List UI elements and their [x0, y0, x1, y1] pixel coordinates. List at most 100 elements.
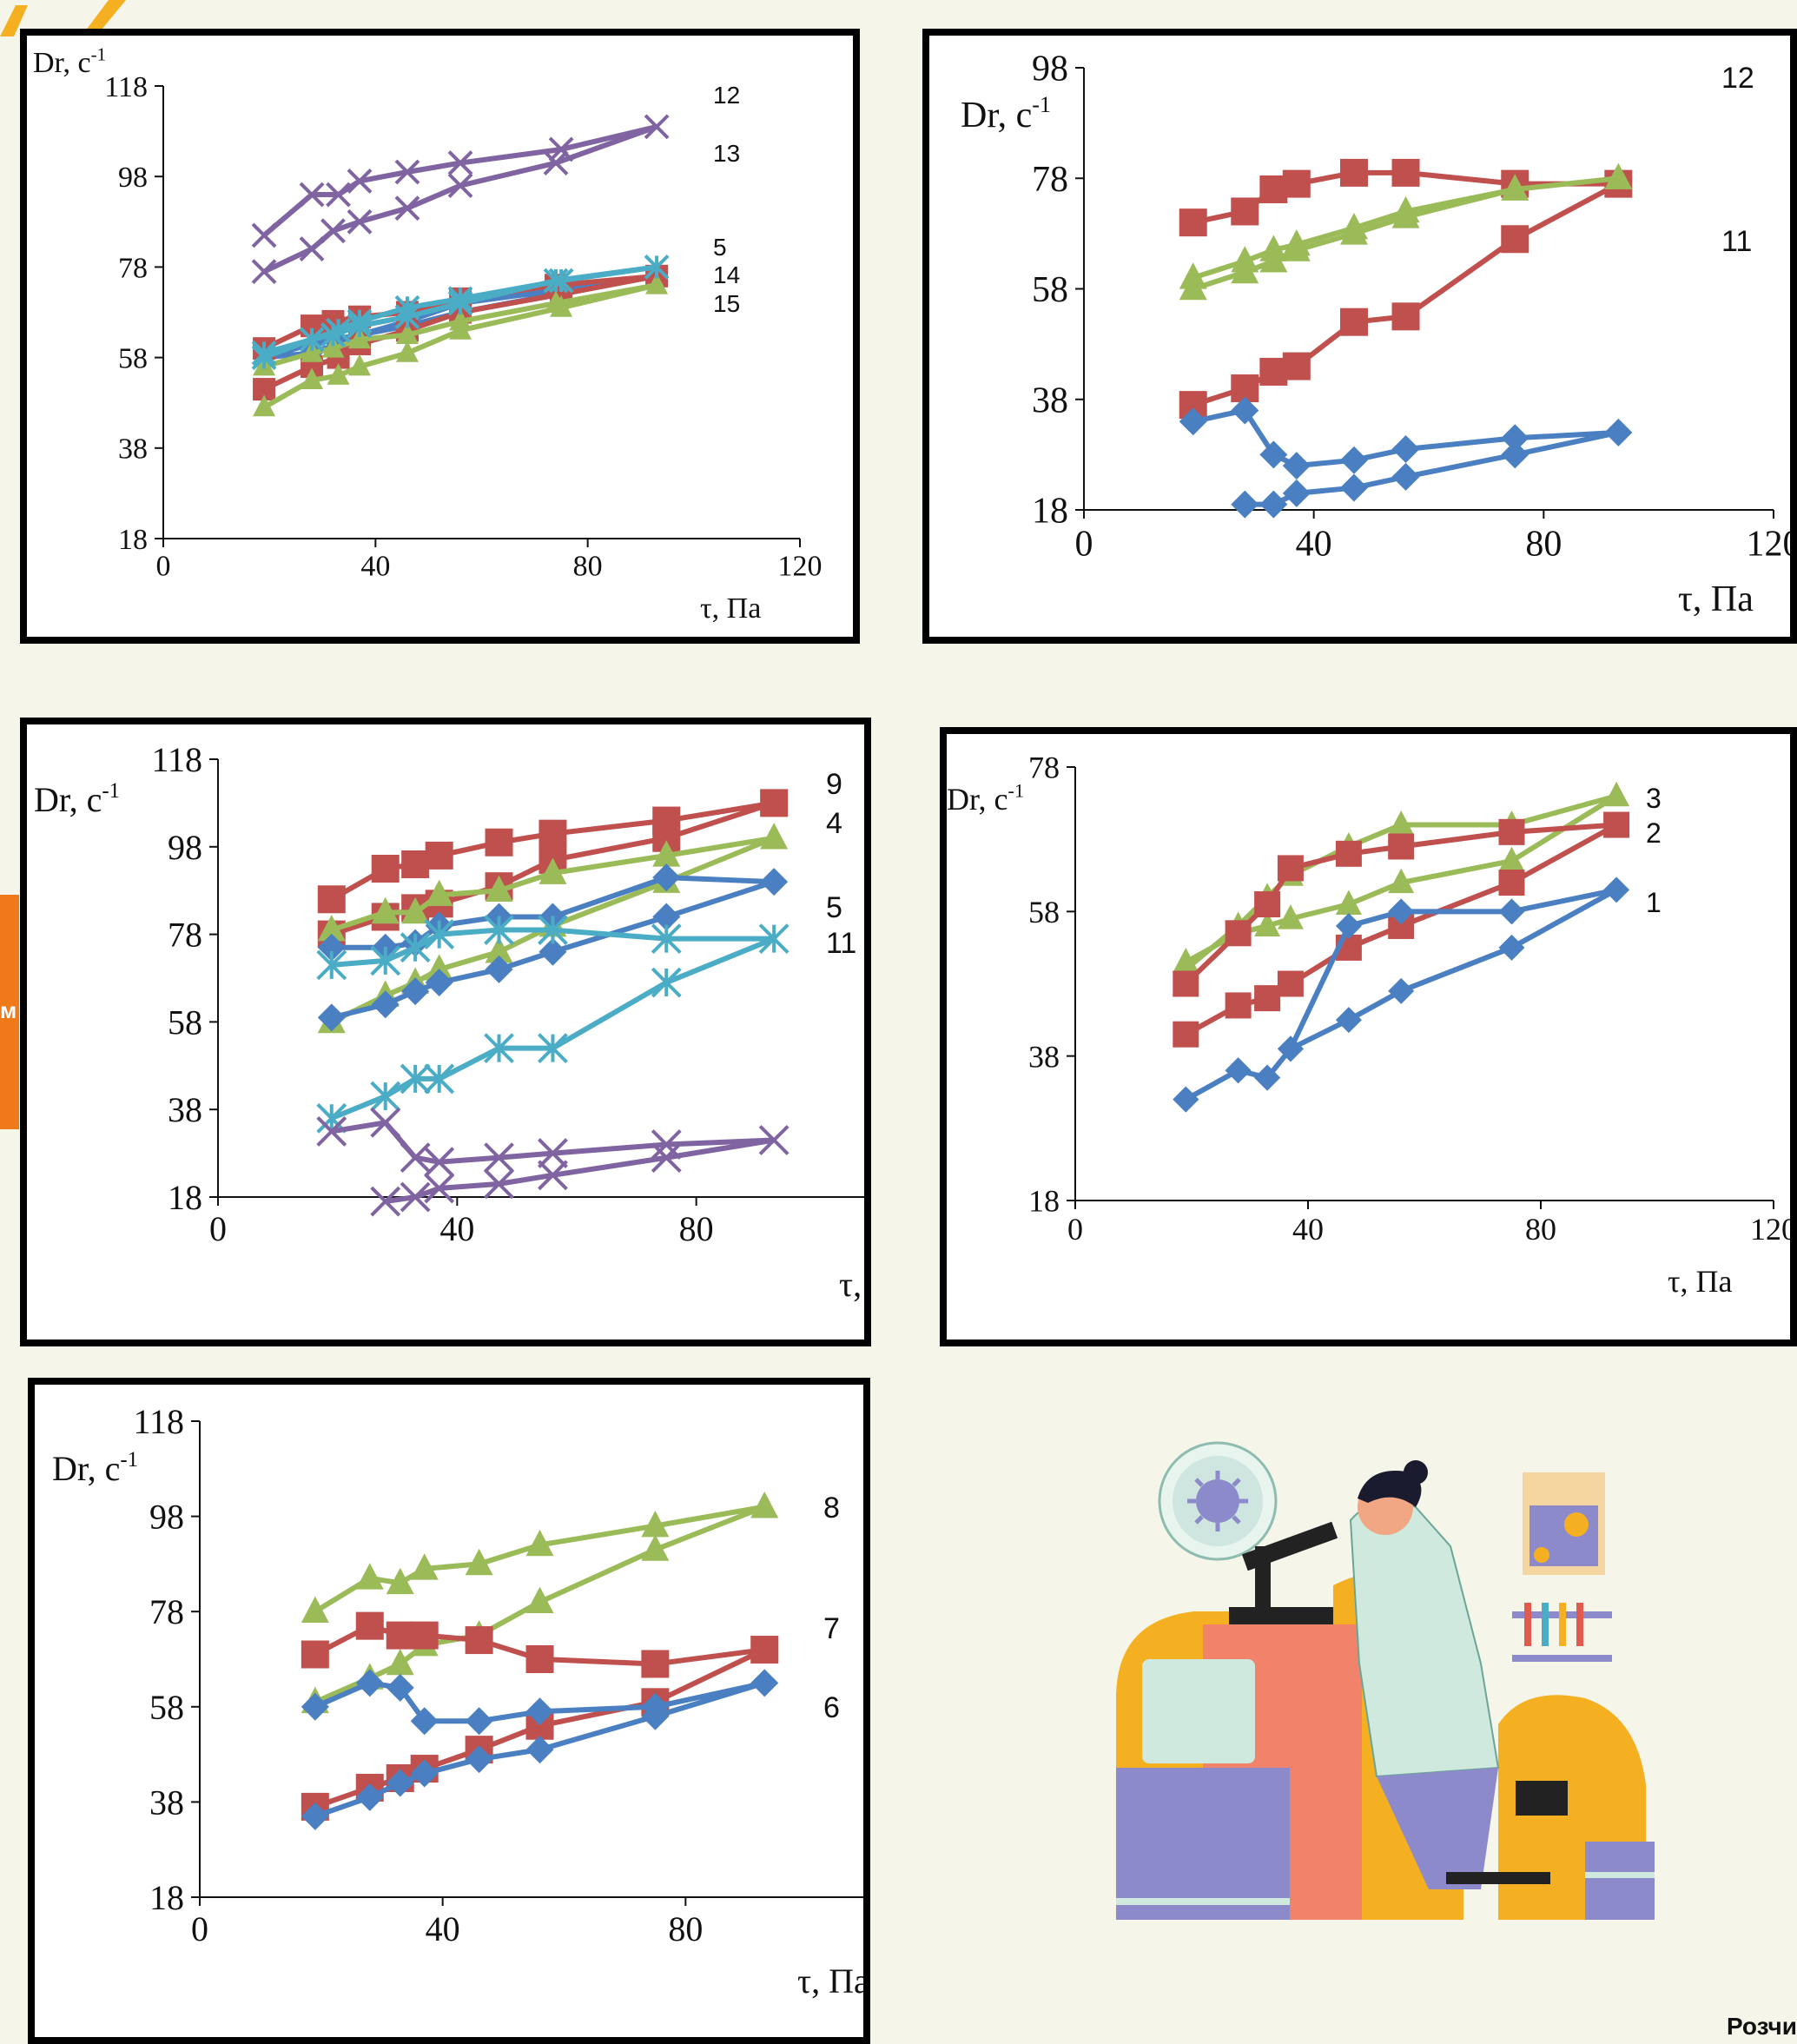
data-point [543, 268, 569, 294]
data-point [1277, 970, 1304, 997]
data-point [1391, 462, 1420, 491]
data-point [1282, 479, 1311, 507]
x-tick-label: 120 [778, 551, 823, 583]
x-tick-label: 120 [1750, 1212, 1790, 1247]
data-point [253, 394, 276, 417]
x-tick-label: 0 [156, 551, 171, 583]
chart-3: 118 98 78 58 38 180 40 80 Dr, с-1 τ, Па 9 4 511 [34, 740, 864, 1304]
data-point [347, 208, 373, 235]
data-point [386, 1567, 414, 1595]
y-tick-label: 38 [118, 433, 148, 466]
data-point [651, 1142, 682, 1174]
data-point [386, 1769, 414, 1797]
data-point [1225, 992, 1252, 1019]
y-tick-label: 78 [149, 1592, 184, 1631]
data-point [1335, 890, 1362, 916]
x-axis-label: τ, Па [700, 592, 761, 625]
data-point [371, 990, 400, 1019]
data-point [538, 915, 568, 945]
data-point [465, 1745, 493, 1774]
data-point [1335, 912, 1362, 939]
series-11 [1179, 162, 1633, 301]
x-tick-label: 0 [191, 1909, 208, 1948]
series-1 [1173, 876, 1630, 1113]
data-point [652, 863, 681, 892]
x-tick-label: 80 [679, 1209, 714, 1248]
data-point [355, 1669, 384, 1697]
y-axis-label-sup: -1 [91, 43, 107, 64]
side-tab-label: м [0, 997, 17, 1023]
y-axis-label: Dr, с-1 [961, 92, 1051, 136]
x-axis-label: τ, Па [1668, 1264, 1732, 1299]
data-point [401, 850, 430, 878]
data-point [394, 159, 420, 185]
data-point [484, 915, 514, 945]
chart-panel-2: 98 78 58 38 180 40 80 120 Dr, с-1 τ, Па 12 11 [922, 29, 1797, 644]
data-point [1501, 440, 1529, 469]
data-point [538, 857, 567, 884]
data-point [760, 789, 789, 817]
series-label: 14 [713, 261, 740, 288]
y-tick-label: 38 [168, 1090, 202, 1129]
data-point [316, 1115, 347, 1147]
y-tick-label: 18 [1032, 492, 1068, 532]
data-point [410, 1553, 439, 1580]
data-point [484, 1142, 514, 1174]
data-point [1225, 1057, 1252, 1084]
data-point [1231, 490, 1259, 519]
data-point [1254, 985, 1281, 1012]
data-point [1501, 174, 1529, 201]
y-tick-label: 98 [168, 828, 202, 867]
data-point [760, 823, 789, 850]
data-point [447, 290, 473, 316]
side-tab: м [0, 895, 19, 1129]
data-point [750, 1636, 779, 1664]
data-point [641, 1534, 670, 1561]
data-point [758, 1125, 789, 1155]
x-tick-label: 80 [1525, 1212, 1556, 1247]
data-point [424, 1147, 455, 1178]
data-point [370, 945, 401, 976]
data-point [1339, 473, 1368, 502]
data-point [301, 1692, 329, 1721]
series-label: 5 [826, 891, 842, 924]
x-tick-label: 80 [573, 551, 603, 583]
chart-panel-5: 118 98 78 58 38 18 0 40 80 Dr, с-1 τ, Па 8 7 6 [28, 1378, 870, 2044]
data-point [485, 875, 513, 902]
data-point [1231, 256, 1259, 284]
series-4 [316, 1107, 789, 1217]
data-point [1604, 162, 1633, 190]
series-12 [251, 114, 670, 285]
series-label: 13 [713, 140, 740, 167]
data-point [1179, 407, 1207, 436]
series-5 [317, 863, 789, 1032]
data-point [1498, 870, 1525, 896]
chart-5: 118 98 78 58 38 180 40 80 Dr, с-1 τ, Па 8 7 6 [52, 1402, 863, 2001]
y-tick-label: 78 [1028, 751, 1060, 785]
x-tick-label: 80 [668, 1909, 703, 1948]
data-point [424, 1063, 455, 1095]
data-point [1179, 208, 1207, 237]
y-tick-label: 58 [118, 343, 148, 375]
data-point [301, 341, 324, 362]
data-point [1498, 846, 1525, 872]
data-point [1501, 424, 1529, 453]
series-label: 11 [826, 927, 856, 960]
series-label: 11 [1721, 225, 1752, 258]
data-point [1254, 891, 1281, 918]
data-point [327, 363, 350, 385]
y-tick-label: 58 [168, 1002, 202, 1042]
y-axis-label: Dr, с-1 [34, 779, 120, 819]
data-point [760, 868, 789, 896]
data-point [370, 1081, 401, 1112]
series-label: 12 [713, 82, 740, 109]
data-point [1388, 977, 1415, 1004]
data-point [317, 933, 346, 962]
data-point [1259, 246, 1288, 273]
y-tick-label: 118 [151, 740, 202, 779]
x-tick-label: 120 [1747, 525, 1791, 565]
data-point [484, 1033, 514, 1064]
data-point [1277, 1035, 1304, 1062]
chart-4: 78 58 38 180 40 80 120 Dr, с-1 τ, Па 32 1 [947, 751, 1790, 1299]
data-point [1277, 855, 1304, 882]
